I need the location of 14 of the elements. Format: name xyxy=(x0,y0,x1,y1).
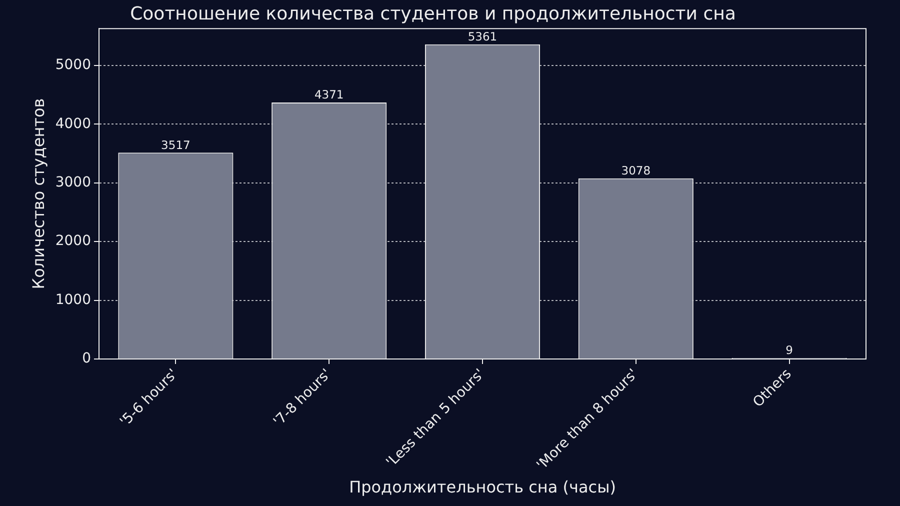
x-axis-title: Продолжительность сна (часы) xyxy=(349,478,616,497)
y-tick-label: 4000 xyxy=(55,116,91,132)
data-label: 9 xyxy=(786,343,793,358)
y-tick-label: 2000 xyxy=(55,233,91,250)
data-label: 4371 xyxy=(314,88,344,102)
y-tick-label: 5000 xyxy=(55,57,91,74)
chart-title: Соотношение количества студентов и продолжительности сна xyxy=(130,3,736,24)
y-tick-label: 3000 xyxy=(55,174,91,191)
data-label: 3078 xyxy=(621,164,651,178)
y-tick-label: 1000 xyxy=(55,292,91,308)
y-tick-label: 0 xyxy=(82,350,91,367)
data-label: 5361 xyxy=(468,30,498,44)
data-label: 3517 xyxy=(161,138,190,152)
y-axis-title: Количество студентов xyxy=(28,98,48,290)
